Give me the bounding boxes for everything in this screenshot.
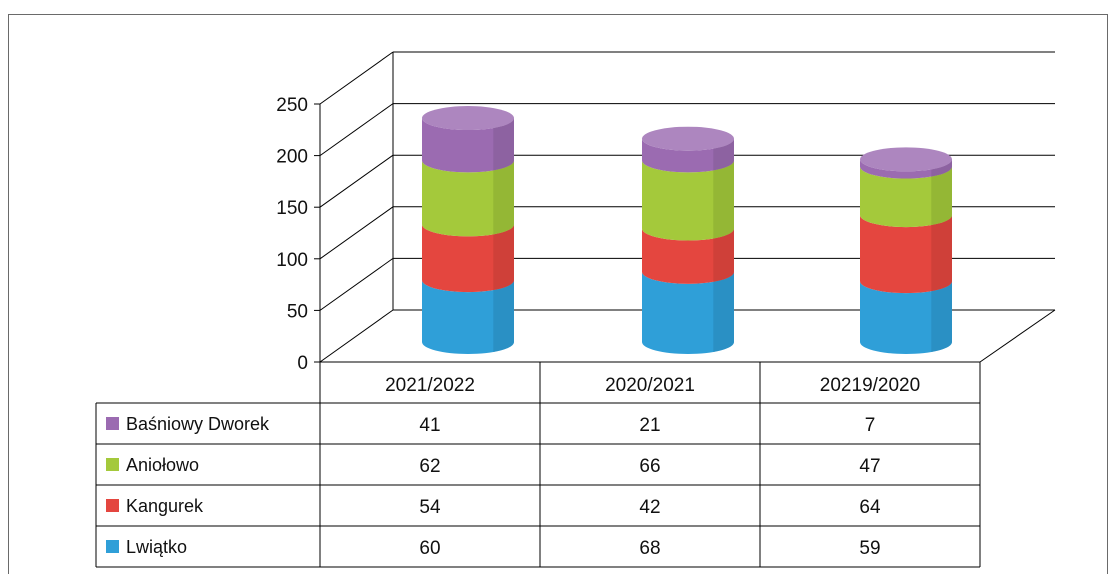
y-tick-label: 100 xyxy=(276,250,308,271)
table-data-cell: 7 xyxy=(865,415,876,436)
legend-key xyxy=(106,458,119,471)
bar-shade-3-cat-1 xyxy=(493,160,514,235)
bar-segment-4-cat-2 xyxy=(642,138,734,173)
table-data-cell: 54 xyxy=(419,497,441,518)
bar-shade-1-cat-2 xyxy=(713,271,734,352)
legend-label: Aniołowo xyxy=(126,455,199,475)
bar-segment-2-cat-1 xyxy=(422,224,514,293)
table-data-cell: 41 xyxy=(419,415,440,436)
bar-shade-2-cat-2 xyxy=(713,228,734,282)
bar-segment-4-cat-1 xyxy=(422,118,514,173)
gridline-side xyxy=(319,51,394,105)
gridline-side xyxy=(319,309,394,363)
bar-segment-1-cat-2 xyxy=(642,271,734,354)
y-tick-label: 200 xyxy=(276,147,308,168)
y-tick-label: 250 xyxy=(276,95,308,116)
table-data-cell: 60 xyxy=(419,538,440,559)
bar-shade-1-cat-3 xyxy=(931,281,952,352)
cylinder-top-cap-cat-3 xyxy=(860,147,952,172)
legend-label: Lwiątko xyxy=(126,537,187,557)
table-data-cell: 21 xyxy=(639,415,660,436)
y-tick-label: 50 xyxy=(287,301,308,322)
cylinder-top-cap-cat-1 xyxy=(422,106,514,131)
bar-segment-4-cat-3 xyxy=(860,159,952,179)
y-tick-label: 150 xyxy=(276,198,308,219)
gridline-side xyxy=(319,103,394,157)
bar-segment-3-cat-1 xyxy=(422,160,514,237)
bar-shade-2-cat-3 xyxy=(931,215,952,292)
chart-frame xyxy=(8,14,1108,574)
legend-label: Kangurek xyxy=(126,496,204,516)
table-data-cell: 64 xyxy=(859,497,881,518)
y-tick-label: 0 xyxy=(297,353,308,374)
table-data-cell: 62 xyxy=(419,456,440,477)
bar-segment-3-cat-2 xyxy=(642,160,734,241)
legend-key xyxy=(106,417,119,430)
table-data-cell: 47 xyxy=(859,456,880,477)
bar-segment-1-cat-1 xyxy=(422,280,514,354)
legend-key xyxy=(106,540,119,553)
table-header-cell: 2020/2021 xyxy=(605,375,695,396)
table-data-cell: 66 xyxy=(639,456,660,477)
bar-shade-3-cat-2 xyxy=(713,160,734,239)
table-data-cell: 59 xyxy=(859,538,880,559)
bar-shade-4-cat-1 xyxy=(493,118,514,171)
gridline-side xyxy=(319,206,394,260)
bar-segment-2-cat-3 xyxy=(860,215,952,294)
table-header-cell: 2021/2022 xyxy=(385,375,475,396)
gridline-side xyxy=(319,257,394,311)
bar-segment-1-cat-3 xyxy=(860,281,952,354)
bar-segment-3-cat-3 xyxy=(860,166,952,228)
cylinder-top-cap-cat-2 xyxy=(642,126,734,151)
legend-label: Baśniowy Dworek xyxy=(126,414,270,434)
table-data-cell: 68 xyxy=(639,538,660,559)
gridline-side xyxy=(319,154,394,208)
bar-shade-2-cat-1 xyxy=(493,224,514,291)
floor-right-edge xyxy=(979,309,1056,363)
bar-shade-3-cat-3 xyxy=(931,166,952,226)
bar-segment-2-cat-2 xyxy=(642,228,734,284)
table-header-cell: 20219/2020 xyxy=(820,375,920,396)
legend-key xyxy=(106,499,119,512)
bar-shade-1-cat-1 xyxy=(493,280,514,352)
table-data-cell: 42 xyxy=(639,497,660,518)
